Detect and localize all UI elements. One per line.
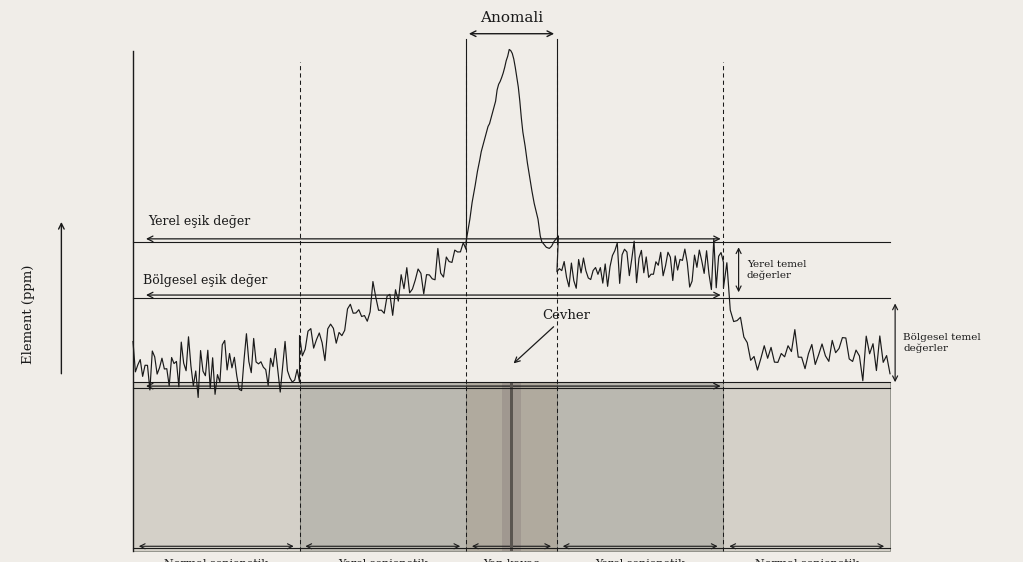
Bar (300, 382, 466, 551)
Text: Cevher: Cevher (515, 309, 590, 362)
Text: Bölgesel temel
değerler: Bölgesel temel değerler (903, 333, 981, 353)
Text: Yerel eşik değer: Yerel eşik değer (148, 215, 251, 228)
Text: Yan kayaç
anomalisi: Yan kayaç anomalisi (483, 559, 540, 562)
Bar (502, 382, 521, 551)
Bar (557, 382, 723, 551)
Text: Anomali: Anomali (480, 11, 543, 25)
Text: Element (ppm): Element (ppm) (23, 265, 35, 364)
Bar (723, 382, 890, 551)
Text: Yerel temel
değerler: Yerel temel değerler (747, 260, 806, 280)
Bar (509, 382, 514, 551)
Text: Yerel senjenetik
dağılım: Yerel senjenetik dağılım (338, 559, 428, 562)
Text: Yerel senjenetik
dağılım: Yerel senjenetik dağılım (595, 559, 685, 562)
Bar (466, 382, 557, 551)
Text: Normal senjenetik
dağılım: Normal senjenetik dağılım (755, 559, 858, 562)
Text: Normal senjenetik
dağılım: Normal senjenetik dağılım (165, 559, 268, 562)
Bar (133, 382, 300, 551)
Text: Bölgesel eşik değer: Bölgesel eşik değer (143, 274, 268, 287)
